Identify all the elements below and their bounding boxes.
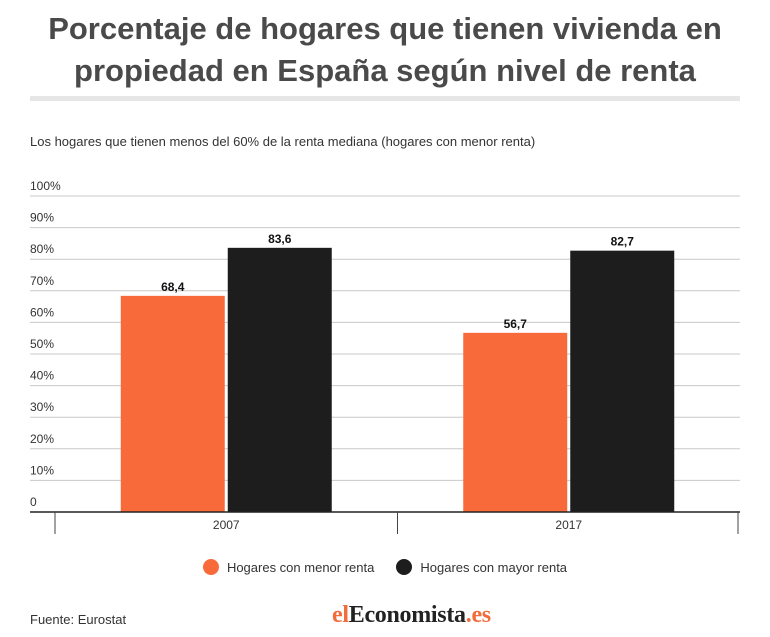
legend-swatch bbox=[202, 559, 219, 575]
legend-item: Hogares con mayor renta bbox=[396, 559, 567, 575]
y-tick-label: 30% bbox=[30, 400, 54, 414]
chart-title: Porcentaje de hogares que tienen viviend… bbox=[0, 8, 770, 92]
chart-subtitle: Los hogares que tienen menos del 60% de … bbox=[30, 134, 536, 149]
y-tick-label: 60% bbox=[30, 305, 54, 319]
legend-swatch bbox=[396, 559, 413, 575]
y-tick-label: 20% bbox=[30, 432, 54, 446]
legend-label: Hogares con mayor renta bbox=[420, 559, 568, 575]
bar-value-label: 68,4 bbox=[161, 280, 185, 294]
y-tick-label: 50% bbox=[30, 337, 54, 351]
y-tick-label: 70% bbox=[30, 274, 54, 288]
y-tick-label: 80% bbox=[30, 242, 54, 256]
source-note: Fuente: Eurostat bbox=[30, 612, 127, 627]
bar bbox=[120, 295, 225, 512]
bar bbox=[227, 247, 332, 512]
legend-item: Hogares con menor renta bbox=[202, 559, 375, 575]
chart-title-line-2: propiedad en España según nivel de renta bbox=[74, 53, 696, 88]
legend: Hogares con menor renta Hogares con mayor… bbox=[0, 559, 770, 575]
x-axis: 2007 2017 bbox=[30, 511, 740, 534]
bar-value-label: 83,6 bbox=[268, 232, 292, 246]
x-tick-label: 2007 bbox=[213, 518, 240, 532]
bar bbox=[463, 332, 568, 512]
x-tick-label: 2017 bbox=[555, 518, 582, 532]
brand-logo: elEconomista.es bbox=[332, 602, 491, 628]
y-axis-ticks: 0 10% 20% 30% 40% 50% 60% 70% 80% 90% 100% bbox=[30, 179, 61, 509]
bar bbox=[570, 250, 675, 512]
y-tick-label: 0 bbox=[30, 495, 37, 509]
legend-label: Hogares con menor renta bbox=[226, 559, 375, 575]
title-divider bbox=[30, 96, 740, 101]
chart-title-line-1: Porcentaje de hogares que tienen viviend… bbox=[48, 11, 722, 46]
y-tick-label: 100% bbox=[30, 179, 61, 193]
y-tick-label: 10% bbox=[30, 463, 54, 477]
bar-value-label: 82,7 bbox=[611, 235, 635, 249]
y-tick-label: 90% bbox=[30, 211, 54, 225]
bars bbox=[120, 247, 675, 512]
data-labels: 68,4 83,6 56,7 82,7 bbox=[161, 232, 634, 331]
y-tick-label: 40% bbox=[30, 369, 54, 383]
bar-value-label: 56,7 bbox=[504, 317, 528, 331]
